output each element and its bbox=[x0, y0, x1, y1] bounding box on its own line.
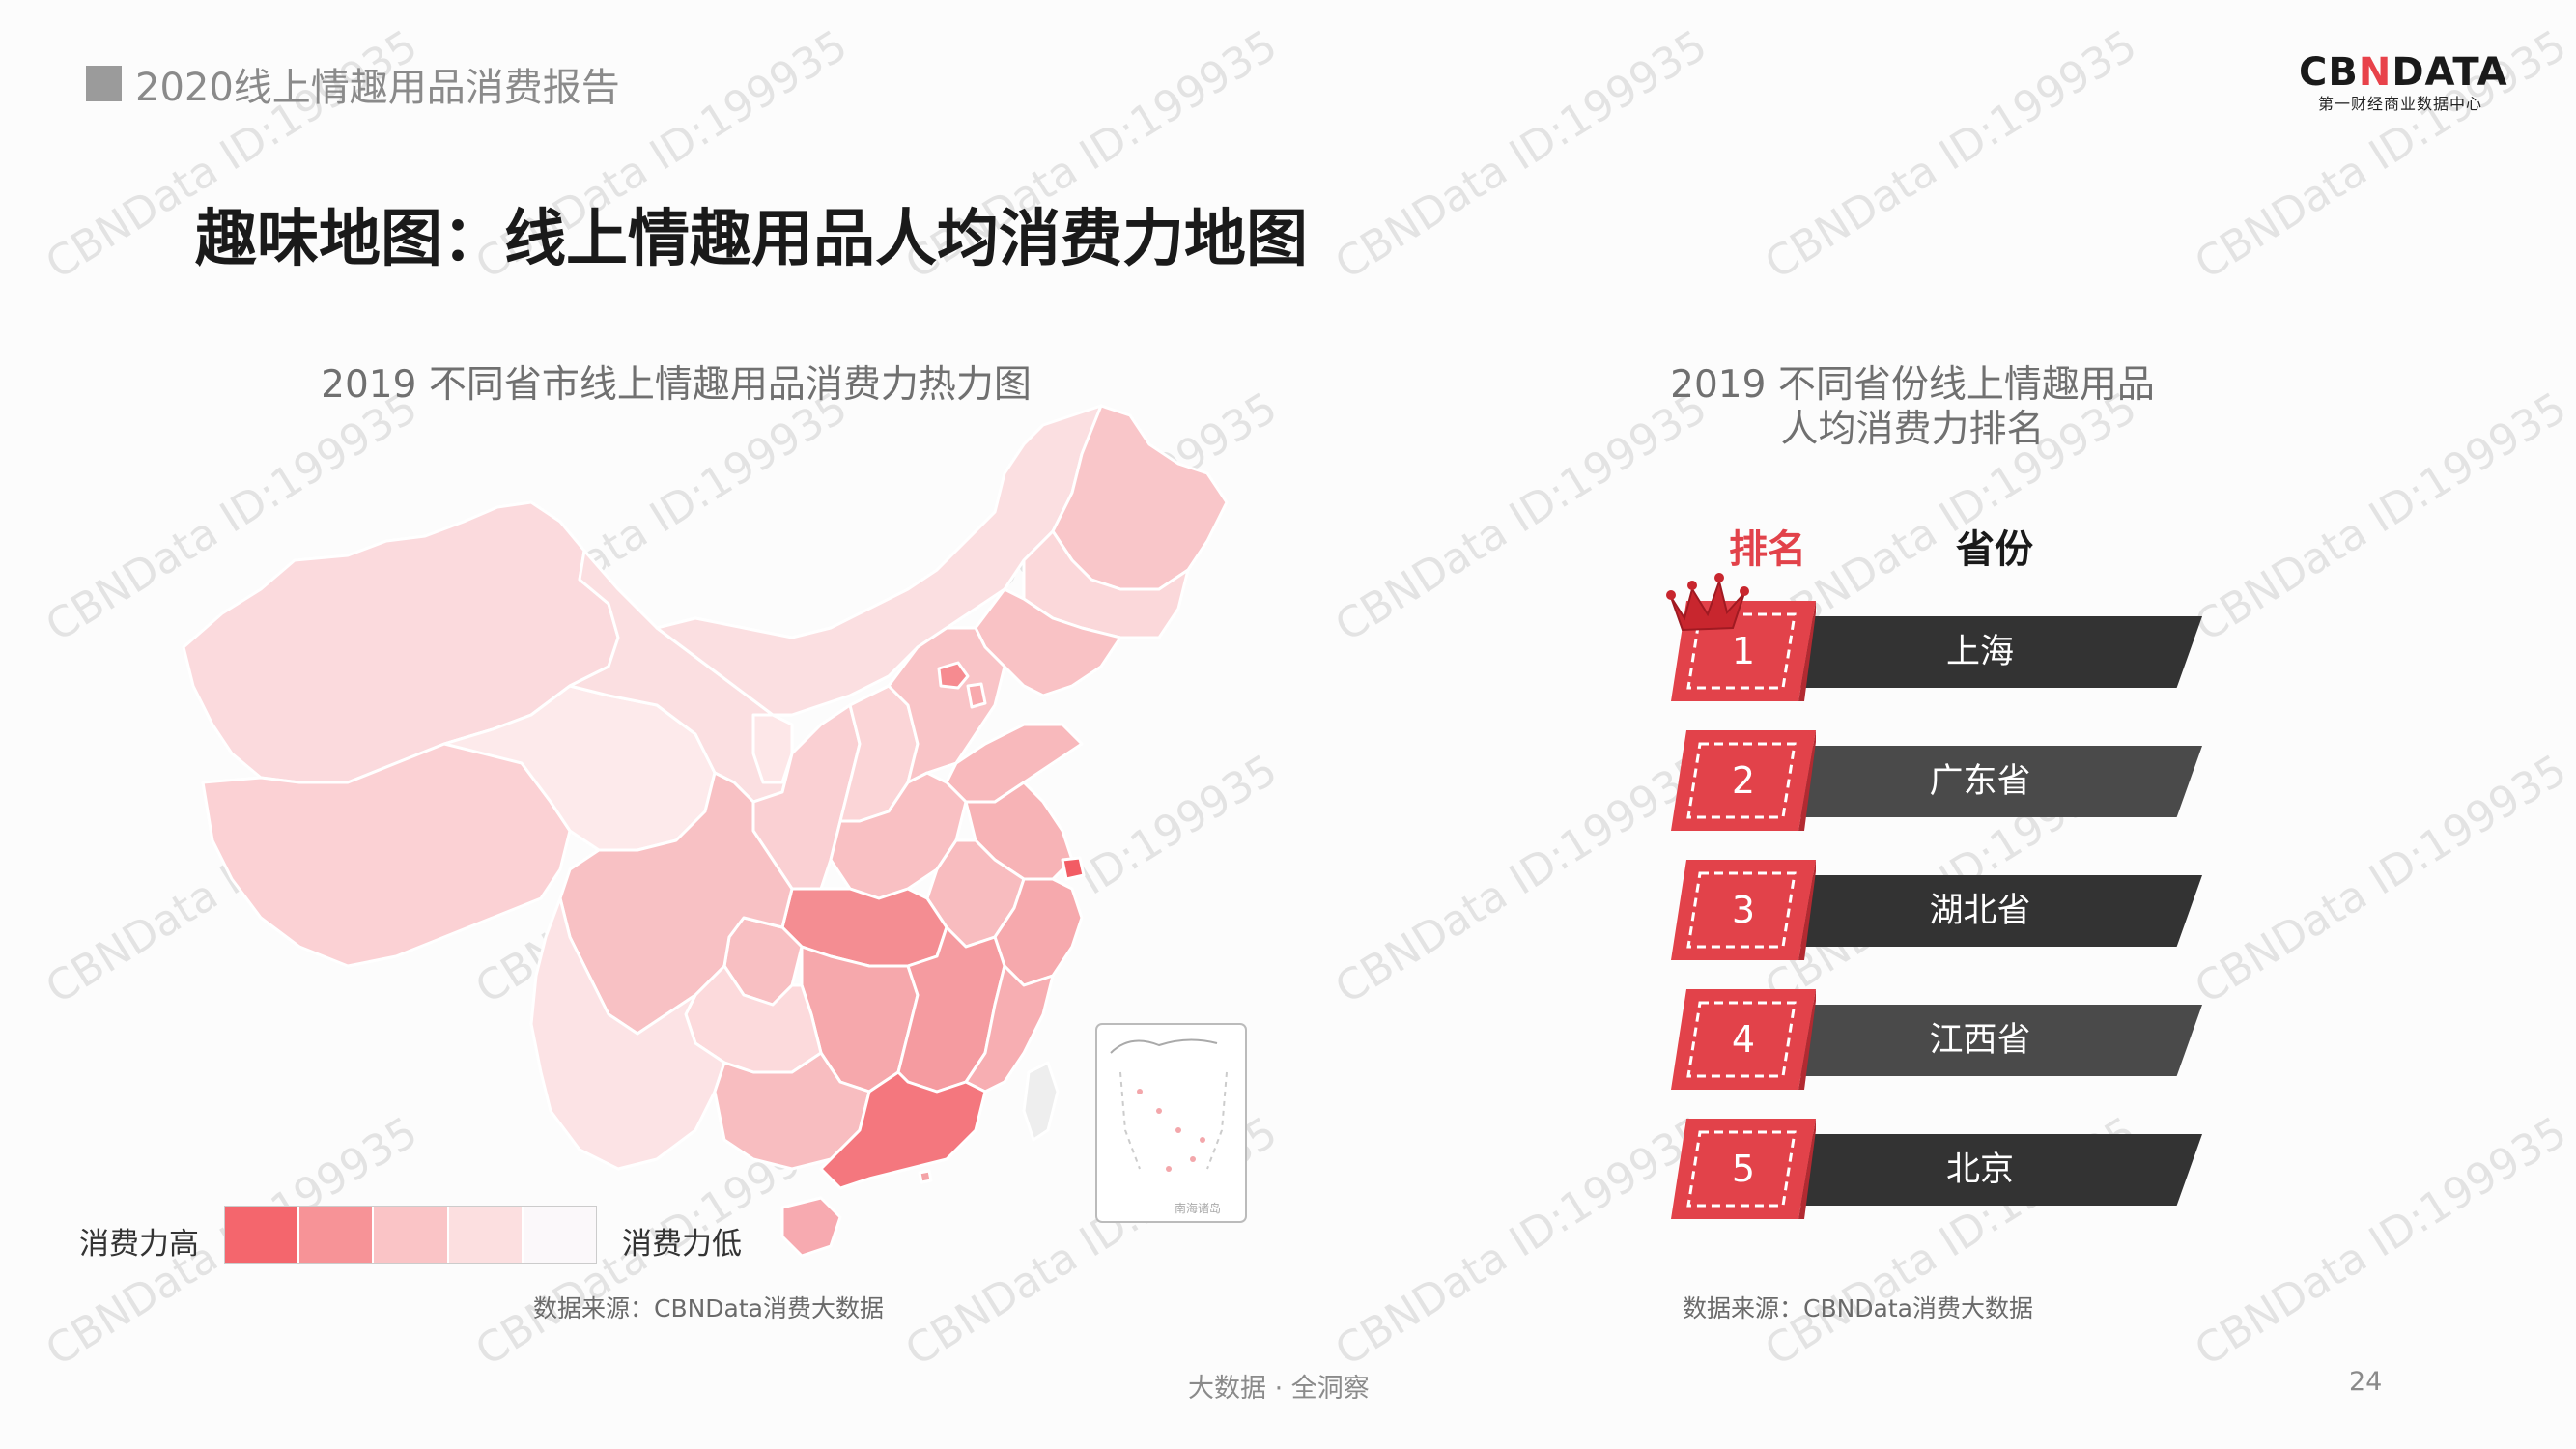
cbndata-logo: CBNDATA 第一财经商业数据中心 bbox=[2299, 50, 2508, 114]
ranking-bar bbox=[1777, 746, 2202, 817]
legend-high-label: 消费力高 bbox=[79, 1227, 199, 1262]
legend-low-label: 消费力低 bbox=[622, 1227, 742, 1262]
rank-badge-icon bbox=[1671, 1119, 1816, 1219]
map-data-source: 数据来源：CBNData消费大数据 bbox=[533, 1294, 885, 1322]
legend-swatch-1 bbox=[225, 1207, 300, 1263]
legend-swatch-2 bbox=[299, 1207, 375, 1263]
crown-icon bbox=[1666, 573, 1749, 632]
report-title: 2020线上情趣用品消费报告 bbox=[135, 66, 620, 110]
page-title: 趣味地图：线上情趣用品人均消费力地图 bbox=[195, 204, 1308, 275]
province-column-header: 省份 bbox=[1956, 527, 2033, 572]
region-beijing bbox=[937, 661, 970, 690]
region-hainan bbox=[780, 1196, 842, 1258]
rank-badge-icon bbox=[1671, 860, 1816, 960]
ranking-row: 上海 1 bbox=[1671, 593, 2212, 709]
ranking-number: 2 bbox=[1731, 759, 1756, 802]
watermark-text: CBNData ID:199935 bbox=[2187, 1108, 2575, 1377]
ranking-province: 上海 bbox=[1945, 633, 2014, 671]
ranking-data-source: 数据来源：CBNData消费大数据 bbox=[1683, 1294, 2034, 1322]
region-tianjin bbox=[966, 682, 987, 709]
region-hongkong bbox=[918, 1169, 933, 1184]
ranking-province: 北京 bbox=[1945, 1151, 2014, 1189]
ranking-number: 4 bbox=[1731, 1018, 1756, 1061]
ranking-bar bbox=[1777, 875, 2202, 947]
legend-swatch-3 bbox=[374, 1207, 449, 1263]
watermark-text: CBNData ID:199935 bbox=[1327, 21, 1715, 290]
region-taiwan bbox=[1022, 1061, 1060, 1142]
watermark-text: CBNData ID:199935 bbox=[1327, 746, 1715, 1014]
watermark-text: CBNData ID:199935 bbox=[2187, 384, 2575, 652]
ranking-title-line1: 2019 不同省份线上情趣用品 bbox=[1670, 363, 2155, 407]
ranking-bar bbox=[1777, 1005, 2202, 1076]
logo-tagline: 第一财经商业数据中心 bbox=[2317, 95, 2482, 113]
page-number: 24 bbox=[2349, 1367, 2383, 1397]
rank-badge-icon bbox=[1671, 730, 1816, 831]
south-china-sea-inset: 南海诸岛 bbox=[1095, 1023, 1247, 1223]
region-hebei bbox=[887, 626, 1006, 784]
ranking-number: 1 bbox=[1731, 630, 1756, 672]
rank-badge-icon bbox=[1671, 989, 1816, 1090]
china-heat-map: 南海诸岛 bbox=[182, 404, 1247, 1258]
ranking-title: 2019 不同省份线上情趣用品 人均消费力排名 bbox=[1584, 363, 2241, 452]
watermark-text: CBNData ID:199935 bbox=[1757, 21, 2145, 290]
ranking-province: 广东省 bbox=[1929, 762, 2031, 801]
ranking-row: 湖北省 3 bbox=[1671, 852, 2212, 968]
ranking-number: 3 bbox=[1731, 889, 1756, 931]
legend-swatch-5 bbox=[523, 1207, 597, 1263]
inset-label: 南海诸岛 bbox=[1175, 1201, 1221, 1215]
rank-column-header: 排名 bbox=[1729, 527, 1806, 572]
legend-color-scale bbox=[224, 1206, 597, 1264]
region-tibet bbox=[201, 727, 572, 968]
legend-swatch-4 bbox=[448, 1207, 524, 1263]
ranking-province: 江西省 bbox=[1929, 1021, 2031, 1060]
watermark-text: CBNData ID:199935 bbox=[2187, 746, 2575, 1014]
region-guangdong bbox=[819, 1070, 987, 1190]
ranking-row: 广东省 2 bbox=[1671, 723, 2212, 838]
ranking-title-line2: 人均消费力排名 bbox=[1780, 408, 2045, 451]
ranking-bar bbox=[1777, 1134, 2202, 1206]
logo-wordmark: CBNDATA bbox=[2299, 50, 2508, 95]
ranking-row: 北京 5 bbox=[1671, 1111, 2212, 1227]
ranking-number: 5 bbox=[1731, 1148, 1756, 1190]
map-chart-title: 2019 不同省市线上情趣用品消费力热力图 bbox=[321, 363, 1032, 407]
watermark-text: CBNData ID:199935 bbox=[1327, 1108, 1715, 1377]
header-square-icon bbox=[86, 66, 122, 101]
region-fujian bbox=[964, 964, 1055, 1094]
footer-slogan: 大数据 · 全洞察 bbox=[1188, 1374, 1370, 1404]
region-shanghai bbox=[1061, 856, 1086, 881]
ranking-row: 江西省 4 bbox=[1671, 981, 2212, 1097]
ranking-province: 湖北省 bbox=[1929, 892, 2031, 930]
ranking-bar bbox=[1777, 616, 2202, 688]
